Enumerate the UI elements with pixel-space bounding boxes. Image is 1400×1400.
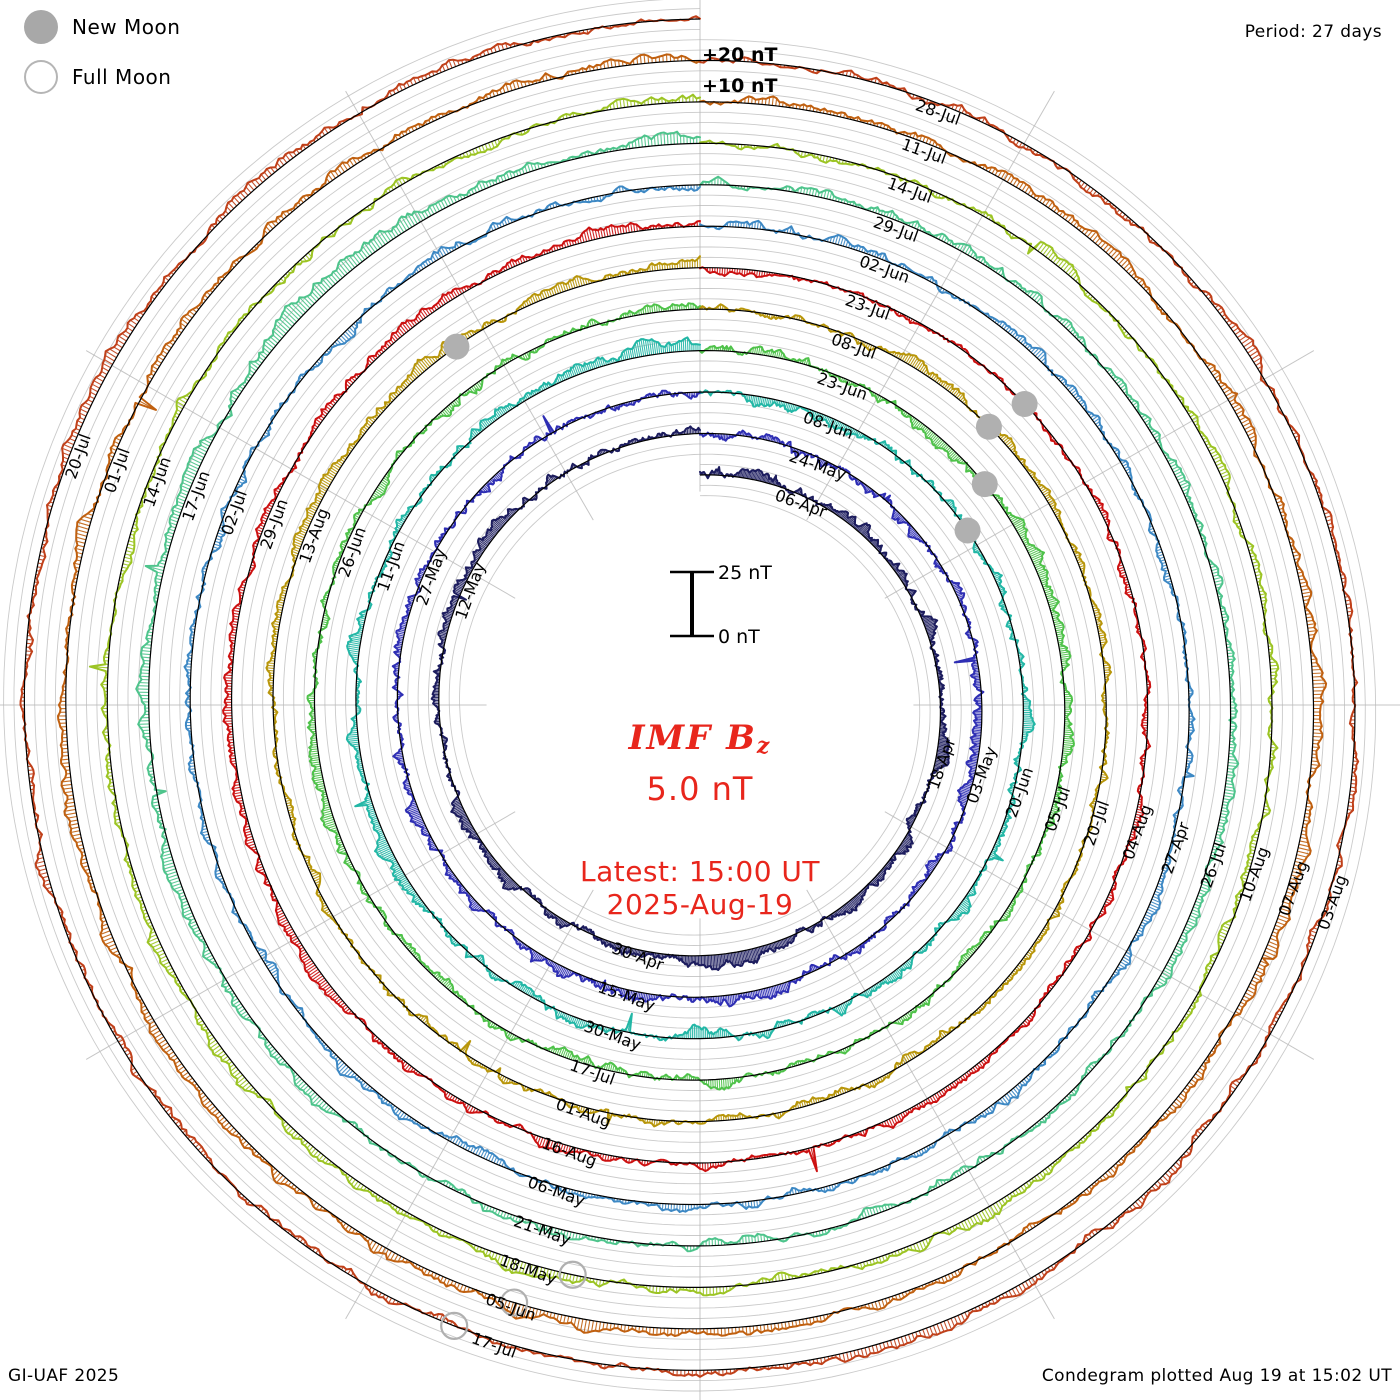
date-label: 05-Jun [483, 1289, 538, 1325]
baseline-turn-01 [438, 432, 941, 957]
date-label: 24-May [787, 447, 849, 485]
date-label: 23-Jun [815, 369, 870, 405]
date-label: 11-Jun [373, 538, 409, 593]
date-label: 13-Aug [295, 506, 332, 566]
new-moon-marker [443, 333, 470, 360]
imf-value: 5.0 nT [646, 770, 754, 808]
credit-label: GI-UAF 2025 [8, 1366, 120, 1386]
baseline-turn-06 [231, 225, 1149, 1164]
imf-title: IMF Bz [0, 718, 1400, 759]
trace-turn-04 [306, 302, 1075, 1091]
baseline-turn-09 [106, 101, 1273, 1288]
date-label: 01-Aug [553, 1094, 613, 1131]
radial-tick-label-10: +10 nT [702, 75, 778, 97]
radial-tick-label-20: +20 nT [702, 44, 778, 66]
legend-label-new-moon: New Moon [72, 15, 181, 39]
date-label: 14-Jul [885, 173, 935, 207]
baseline-turn-04 [313, 308, 1066, 1081]
baseline-turn-08 [148, 142, 1232, 1247]
date-label: 21-May [511, 1211, 573, 1249]
plotted-label: Condegram plotted Aug 19 at 15:02 UT [1041, 1366, 1392, 1386]
date-label: 18-May [497, 1250, 559, 1288]
full-moon-icon [24, 60, 58, 94]
baseline-turn-03 [355, 350, 1024, 1040]
new-moon-marker [975, 413, 1002, 440]
new-moon-icon [24, 10, 58, 44]
date-label: 01-Jul [100, 445, 134, 495]
new-moon-marker [954, 517, 981, 544]
legend-item-new-moon: New Moon [24, 10, 180, 44]
date-label: 04-Aug [1119, 802, 1156, 862]
date-label: 16-Aug [539, 1133, 599, 1170]
latest-time: Latest: 15:00 UT [579, 855, 821, 888]
moon-markers [440, 333, 1038, 1340]
scale-bar [670, 570, 714, 638]
legend-item-full-moon: Full Moon [24, 60, 171, 94]
full-moon-marker [500, 1288, 529, 1317]
full-moon-marker [440, 1311, 469, 1340]
baseline-turn-07 [189, 184, 1190, 1206]
baseline-turn-05 [272, 267, 1107, 1123]
data-traces [19, 15, 1360, 1378]
date-label: 23-Jul [843, 290, 893, 324]
date-label: 30-Apr [610, 938, 667, 974]
new-moon-marker [971, 471, 998, 498]
scale-bar-top-label: 25 nT [718, 562, 772, 584]
date-label: 17-Jul [469, 1328, 519, 1362]
date-label: 06-May [525, 1172, 587, 1210]
baseline-turn-02 [396, 391, 983, 998]
imf-title-main: IMF B [628, 718, 757, 758]
legend-label-full-moon: Full Moon [72, 65, 172, 89]
date-label: 20-Jul [61, 431, 95, 481]
scale-bar-bottom-label: 0 nT [718, 626, 760, 648]
date-label: 30-May [581, 1016, 643, 1054]
date-label: 08-Jul [829, 329, 879, 363]
date-label: 27-May [412, 546, 450, 608]
date-label: 08-Jun [801, 407, 856, 443]
baseline-arcs [23, 18, 1356, 1371]
date-label: 02-Jun [857, 251, 912, 287]
period-label: Period: 27 days [1244, 22, 1382, 42]
baseline-turn-11 [23, 18, 1356, 1371]
baseline-turn-10 [65, 59, 1315, 1330]
new-moon-marker [1011, 390, 1038, 417]
latest-date: 2025-Aug-19 [606, 888, 794, 921]
imf-title-sub: z [756, 733, 772, 759]
full-moon-marker [558, 1260, 587, 1289]
date-label: 28-Jul [913, 95, 963, 129]
